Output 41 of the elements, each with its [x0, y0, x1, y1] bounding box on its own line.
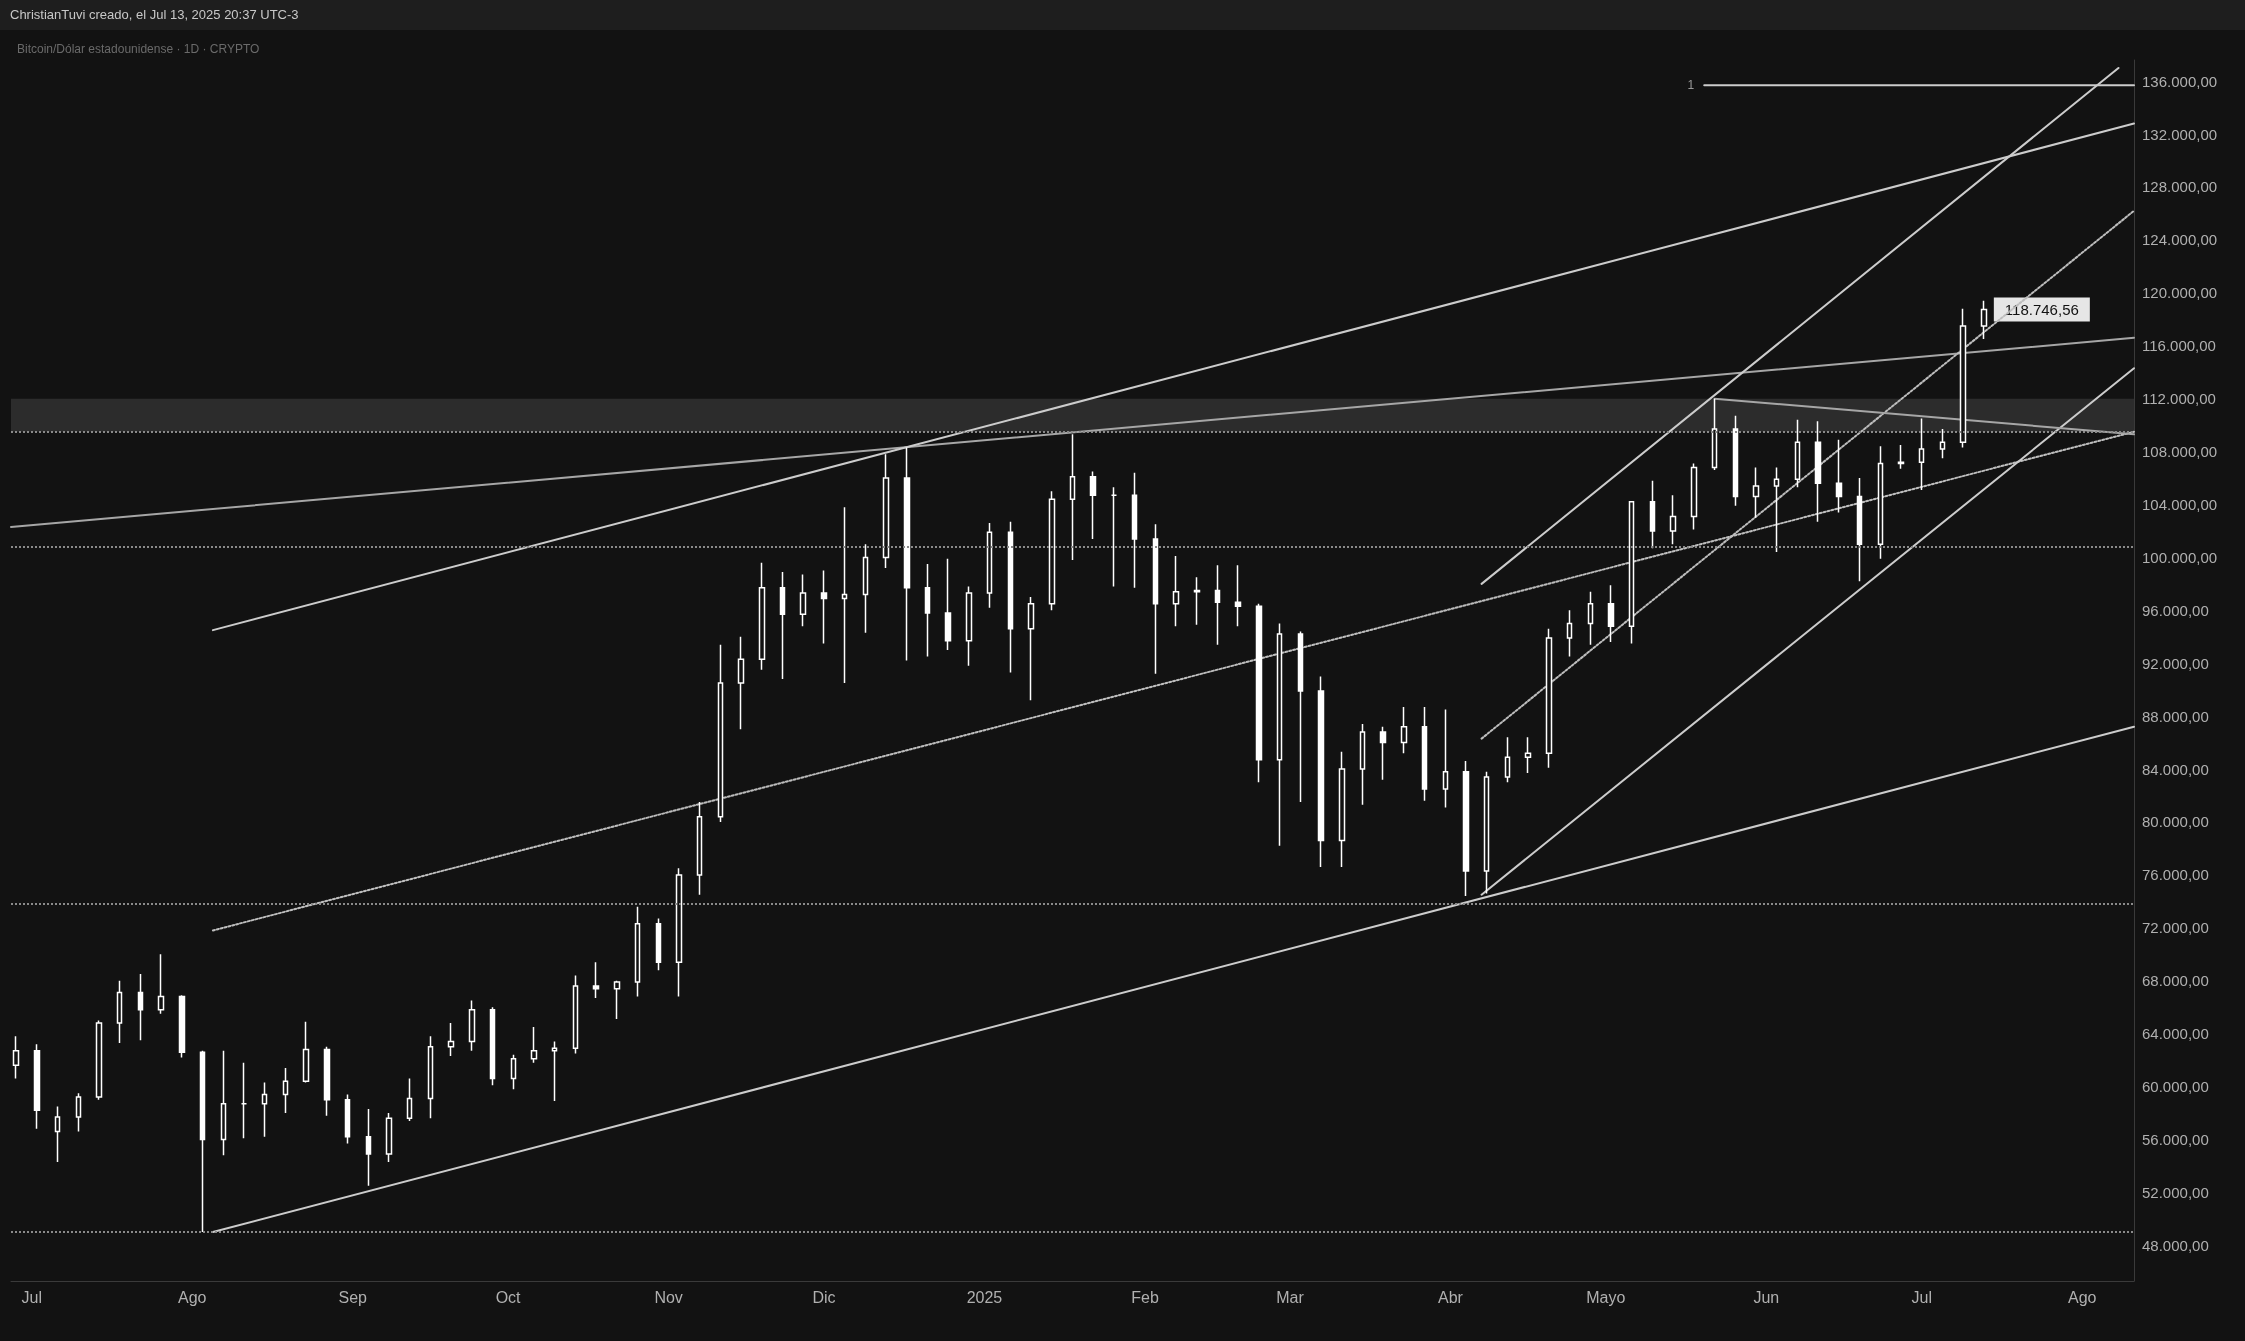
y-tick-label: 136.000,00 — [2142, 72, 2218, 90]
y-tick-label: 128.000,00 — [2142, 178, 2218, 196]
x-tick-label: Jun — [1753, 1288, 1780, 1306]
x-tick-label: Jul — [21, 1288, 42, 1306]
y-tick-label: 48.000,00 — [2142, 1236, 2209, 1254]
x-tick-label: Mar — [1276, 1288, 1305, 1306]
chart-subtitle: Bitcoin/Dólar estadounidense · 1D · CRYPTO — [17, 42, 260, 56]
x-tick-label: Oct — [495, 1288, 522, 1306]
x-tick-label: Dic — [812, 1288, 836, 1306]
x-tick-label: Nov — [654, 1288, 683, 1306]
x-tick-label: Ago — [2067, 1288, 2097, 1306]
y-tick-label: 92.000,00 — [2142, 654, 2209, 672]
x-tick-label: 2025 — [966, 1288, 1003, 1306]
x-tick-label: Feb — [1131, 1288, 1159, 1306]
annotation: 118.746,56 — [2004, 300, 2079, 318]
y-tick-label: 52.000,00 — [2142, 1183, 2209, 1201]
y-tick-label: 84.000,00 — [2142, 760, 2209, 778]
y-tick-label: 76.000,00 — [2142, 866, 2209, 884]
y-tick-label: 60.000,00 — [2142, 1078, 2209, 1096]
y-tick-label: 120.000,00 — [2142, 284, 2218, 302]
y-tick-label: 68.000,00 — [2142, 972, 2209, 990]
x-tick-label: Ago — [178, 1288, 207, 1306]
y-tick-label: 72.000,00 — [2142, 919, 2209, 937]
y-tick-label: 108.000,00 — [2142, 443, 2218, 461]
text: ChristianTuvi creado, el Jul 13, 2025 20:37 UTC-3 — [0, 0, 2245, 30]
x-tick-label: Abr — [1438, 1288, 1464, 1306]
y-tick-label: 64.000,00 — [2142, 1025, 2209, 1043]
y-tick-label: 132.000,00 — [2142, 125, 2218, 143]
y-tick-label: 56.000,00 — [2142, 1130, 2209, 1148]
y-tick-label: 124.000,00 — [2142, 231, 2218, 249]
annotation: 1 — [1687, 78, 1695, 93]
x-tick-label: Sep — [338, 1288, 368, 1306]
x-tick-label: Mayo — [1586, 1288, 1626, 1306]
y-tick-label: 104.000,00 — [2142, 495, 2218, 513]
y-tick-label: 100.000,00 — [2142, 548, 2218, 566]
y-tick-label: 96.000,00 — [2142, 601, 2209, 619]
y-tick-label: 80.000,00 — [2142, 813, 2209, 831]
y-tick-label: 112.000,00 — [2142, 390, 2216, 408]
y-tick-label: 88.000,00 — [2142, 707, 2209, 725]
y-tick-label: 116.000,00 — [2142, 337, 2216, 355]
x-tick-label: Jul — [1911, 1288, 1932, 1306]
